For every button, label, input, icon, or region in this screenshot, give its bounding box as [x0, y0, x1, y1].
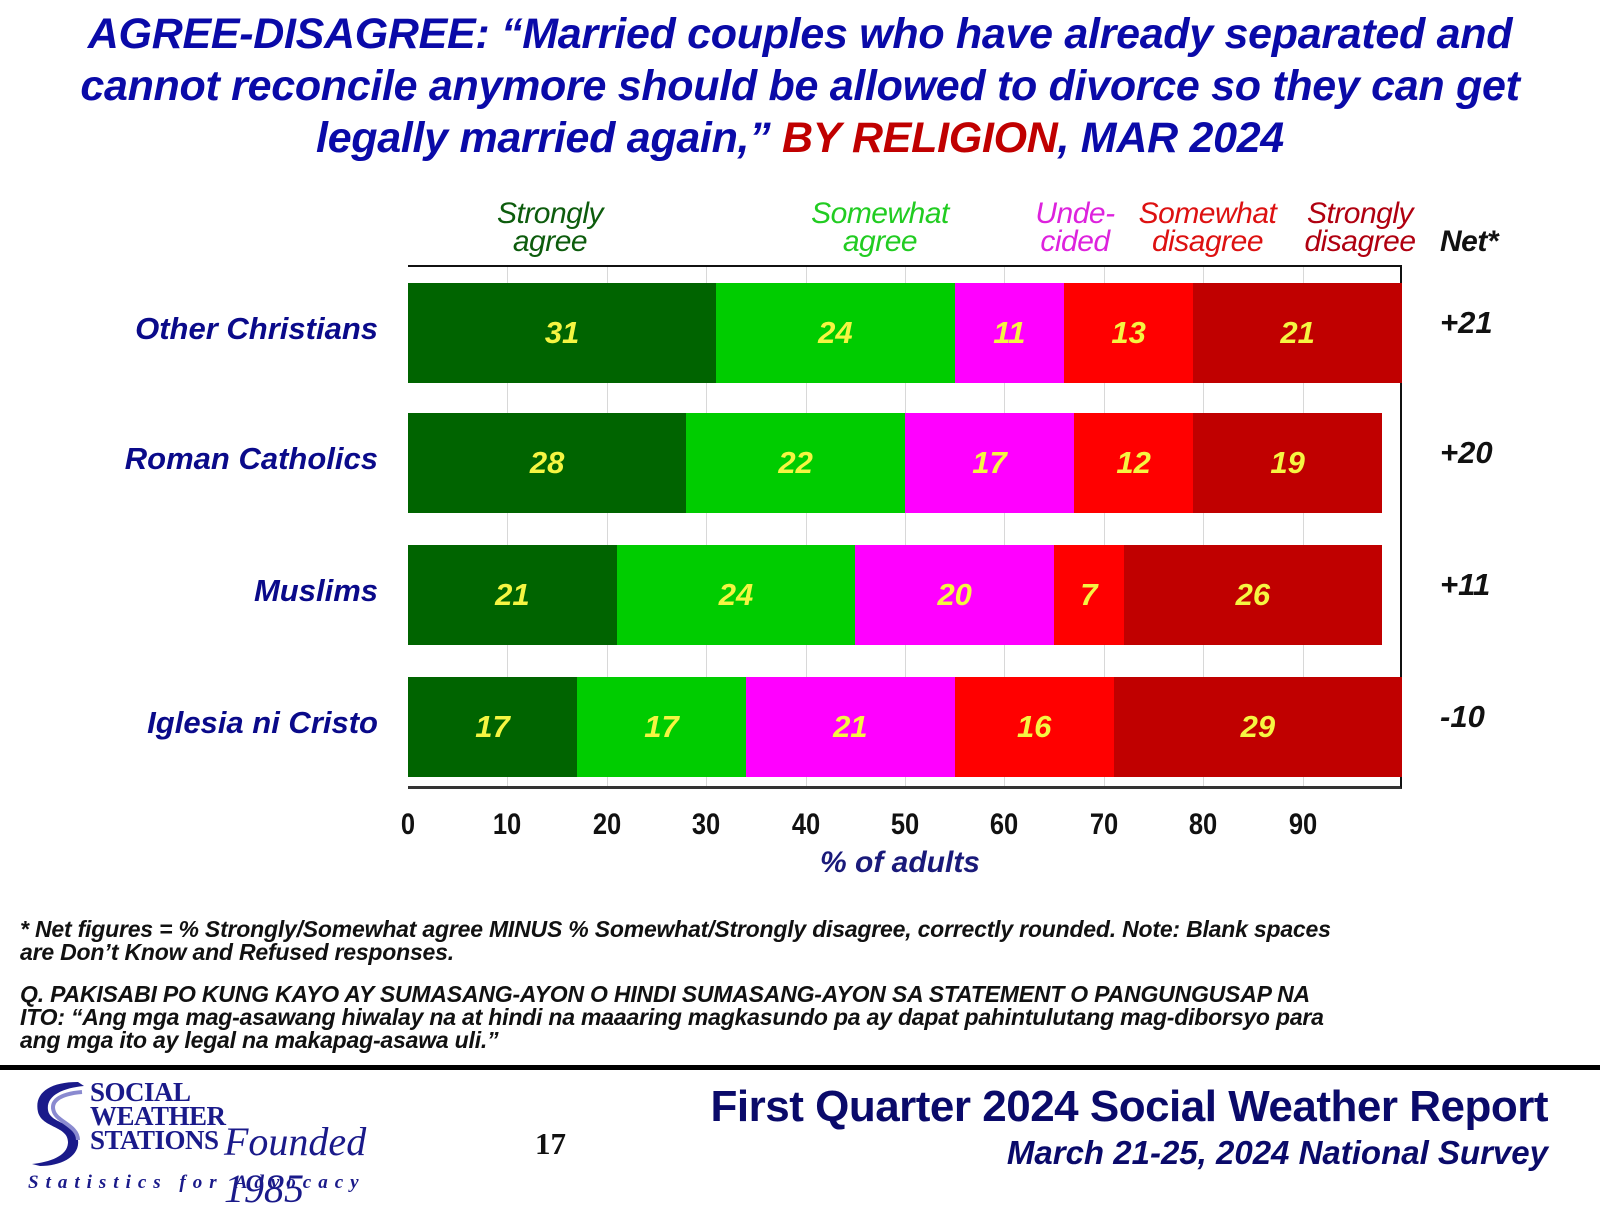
category-label: Other Christians [135, 311, 378, 346]
legend-label: Strongly [1306, 197, 1414, 230]
bar-other-christians: 31 24 11 13 21 [408, 283, 1402, 383]
x-tick-label: 20 [592, 808, 621, 841]
legend-label: Unde- [1035, 197, 1115, 230]
bar-roman-catholics: 28 22 17 12 19 [408, 413, 1383, 513]
chart-title: AGREE-DISAGREE: “Married couples who hav… [20, 8, 1580, 164]
legend-item-somewhat-agree: Somewhat agree [790, 197, 970, 258]
legend-label: disagree [1304, 225, 1416, 258]
net-footnote-line-2: are Don’t Know and Refused responses. [20, 939, 454, 965]
gridline [1203, 267, 1205, 786]
net-header: Net* [1440, 225, 1499, 258]
x-tick-label: 0 [400, 808, 416, 841]
gridline [1004, 267, 1006, 786]
x-tick-label: 10 [493, 808, 522, 841]
report-title: First Quarter 2024 Social Weather Report [710, 1082, 1549, 1131]
legend-label: agree [512, 225, 588, 258]
title-line-3-prefix: legally married again,” [316, 114, 783, 162]
gridline [706, 267, 708, 786]
report-subtitle: March 21-25, 2024 National Survey [1006, 1134, 1548, 1171]
bar-segment-strongly-disagree: 29 [1113, 677, 1402, 777]
gridline [606, 267, 608, 786]
bar-segment-strongly-disagree: 21 [1193, 283, 1402, 383]
bar-segment-strongly-agree: 28 [408, 413, 687, 513]
page-number: 17 [535, 1126, 566, 1161]
legend-label: disagree [1151, 225, 1264, 258]
x-axis-label: % of adults [819, 846, 980, 879]
bar-segment-somewhat-agree: 24 [616, 545, 856, 645]
legend-label: cided [1040, 225, 1110, 258]
gridline [507, 267, 509, 786]
bar-segment-somewhat-disagree: 16 [954, 677, 1114, 777]
question-text: Q. PAKISABI PO KUNG KAYO AY SUMASANG-AYO… [20, 983, 1585, 1052]
bar-segment-somewhat-disagree: 7 [1054, 545, 1124, 645]
title-highlight: BY RELIGION [782, 114, 1058, 162]
legend-label: Somewhat [811, 197, 949, 230]
title-line-2: cannot reconcile anymore should be allow… [80, 62, 1520, 110]
legend-item-strongly-disagree: Strongly disagree [1290, 197, 1430, 258]
bar-segment-somewhat-disagree: 12 [1073, 413, 1194, 513]
bar-segment-strongly-agree: 21 [408, 545, 617, 645]
category-label: Muslims [253, 573, 378, 608]
plot-area: 31 24 11 13 21 28 22 17 12 19 21 24 20 7 26 17 17 21 16 29 [408, 265, 1402, 789]
title-line-3: legally married again,” BY RELIGION, MAR… [20, 112, 1580, 164]
bar-segment-somewhat-agree: 17 [576, 677, 746, 777]
x-tick-label: 80 [1189, 808, 1218, 841]
category-label: Iglesia ni Cristo [147, 705, 378, 740]
legend-item-undecided: Unde-cided [1025, 197, 1125, 258]
x-tick-label: 30 [692, 808, 721, 841]
legend-label: Somewhat [1138, 197, 1277, 230]
x-tick-label: 40 [791, 808, 820, 841]
bar-segment-undecided: 21 [745, 677, 955, 777]
net-footnote-line-1: * Net figures = % Strongly/Somewhat agre… [20, 916, 1331, 942]
legend-item-somewhat-disagree: Somewhat disagree [1125, 197, 1290, 258]
bar-segment-strongly-disagree: 26 [1123, 545, 1383, 645]
bar-muslims: 21 24 20 7 26 [408, 545, 1383, 645]
title-line-1: AGREE-DISAGREE: “Married couples who hav… [87, 10, 1513, 58]
bar-segment-strongly-disagree: 19 [1193, 413, 1383, 513]
bar-segment-undecided: 17 [904, 413, 1074, 513]
bar-segment-undecided: 20 [855, 545, 1055, 645]
bar-segment-undecided: 11 [954, 283, 1064, 383]
gridline [905, 267, 906, 786]
founded-text: Founded 1985 [224, 1119, 367, 1211]
x-tick-label: 90 [1288, 808, 1317, 841]
logo-line-1: SOCIAL [90, 1077, 191, 1107]
x-tick-label: 70 [1089, 808, 1118, 841]
bar-segment-somewhat-agree: 24 [716, 283, 955, 383]
gridline [1103, 267, 1105, 786]
category-label: Roman Catholics [124, 441, 378, 476]
question-line-1: Q. PAKISABI PO KUNG KAYO AY SUMASANG-AYO… [20, 981, 1310, 1007]
gridline [805, 267, 807, 786]
legend-label: agree [842, 225, 918, 258]
title-line-3-suffix: , MAR 2024 [1057, 114, 1285, 162]
gridline [1302, 267, 1304, 786]
question-line-3: ang mga ito ay legal na makapag-asawa ul… [20, 1027, 499, 1053]
x-tick-label: 60 [990, 808, 1019, 841]
net-value: +21 [1440, 305, 1493, 340]
bar-segment-strongly-agree: 31 [408, 283, 717, 383]
tagline: Statistics for Advocacy [28, 1172, 366, 1193]
question-line-2: ITO: “Ang mga mag-asawang hiwalay na at … [20, 1004, 1324, 1030]
sws-s-mark-icon [32, 1082, 84, 1166]
legend-item-strongly-agree: Strongly agree [470, 197, 630, 258]
sws-logo: SOCIAL WEATHER STATIONS Founded 1985 Sta… [28, 1077, 428, 1212]
sws-wordmark: SOCIAL WEATHER STATIONS [90, 1077, 226, 1155]
bar-iglesia-ni-cristo: 17 17 21 16 29 [408, 677, 1402, 777]
bar-segment-somewhat-agree: 22 [686, 413, 905, 513]
net-value: -10 [1440, 699, 1485, 734]
x-tick-label: 50 [890, 808, 920, 841]
bar-segment-strongly-agree: 17 [408, 677, 577, 777]
bar-segment-somewhat-disagree: 13 [1064, 283, 1194, 383]
logo-line-3: STATIONS [90, 1125, 219, 1155]
footer-divider [0, 1065, 1600, 1070]
net-value: +20 [1440, 435, 1493, 470]
legend-label: Strongly [496, 197, 604, 230]
logo-line-2: WEATHER [90, 1101, 226, 1131]
net-footnote: * Net figures = % Strongly/Somewhat agre… [20, 918, 1585, 964]
net-value: +11 [1440, 567, 1491, 602]
